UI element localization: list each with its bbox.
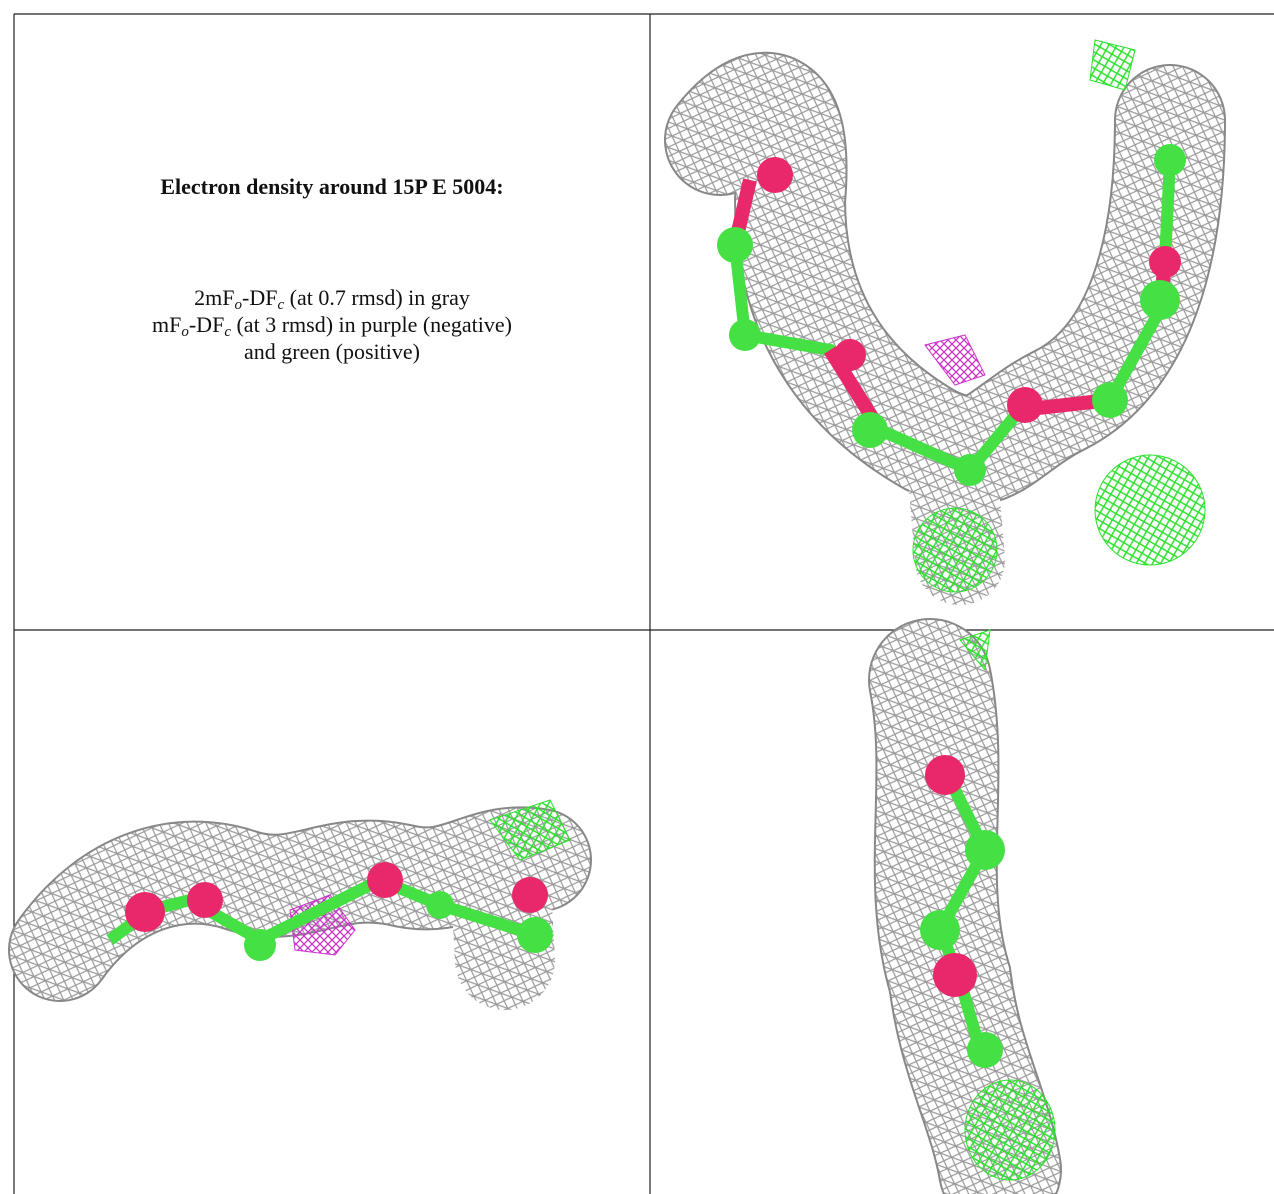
text: -DF	[189, 312, 224, 337]
text: (at 0.7 rmsd) in gray	[284, 285, 470, 310]
text: 2mF	[194, 285, 234, 310]
caption-line: and green (positive)	[14, 338, 650, 365]
text: (at 3 rmsd) in purple (negative)	[231, 312, 512, 337]
caption-line: mFo-DFc (at 3 rmsd) in purple (negative)	[14, 311, 650, 338]
subscript: c	[224, 324, 231, 340]
text: mF	[152, 312, 181, 337]
caption-lines: 2mFo-DFc (at 0.7 rmsd) in gray mFo-DFc (…	[14, 284, 650, 365]
text: -DF	[242, 285, 277, 310]
density-view-2	[60, 800, 570, 961]
subscript: o	[181, 324, 189, 340]
density-view-1	[717, 40, 1205, 592]
text: and green (positive)	[244, 339, 420, 364]
caption-title: Electron density around 15P E 5004:	[14, 174, 650, 200]
caption-line: 2mFo-DFc (at 0.7 rmsd) in gray	[14, 284, 650, 311]
page: Electron density around 15P E 5004: 2mFo…	[0, 0, 1274, 1194]
density-view-3	[920, 630, 1055, 1180]
